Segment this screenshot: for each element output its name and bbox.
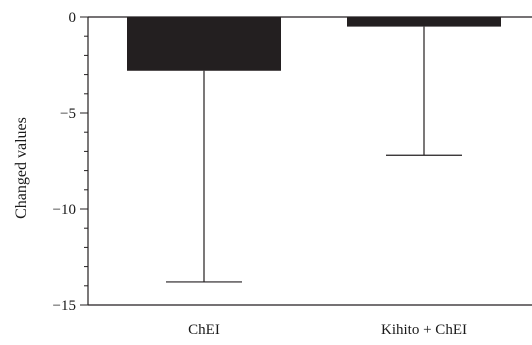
error-bars — [166, 26, 462, 283]
y-ticks: 0 −5 −10 −15 — [53, 10, 88, 314]
y-tick-label: −15 — [53, 298, 76, 314]
y-tick-label: −10 — [53, 202, 76, 218]
x-tick-label: Kihito + ChEI — [381, 322, 467, 338]
bar — [347, 17, 501, 27]
x-tick-labels: ChEI Kihito + ChEI — [188, 322, 467, 338]
y-tick-label: −5 — [60, 106, 76, 122]
x-tick-label: ChEI — [188, 322, 220, 338]
bars — [127, 17, 501, 71]
y-axis-label: Changed values — [13, 117, 30, 219]
y-tick-label: 0 — [69, 10, 77, 26]
bar — [127, 17, 281, 71]
